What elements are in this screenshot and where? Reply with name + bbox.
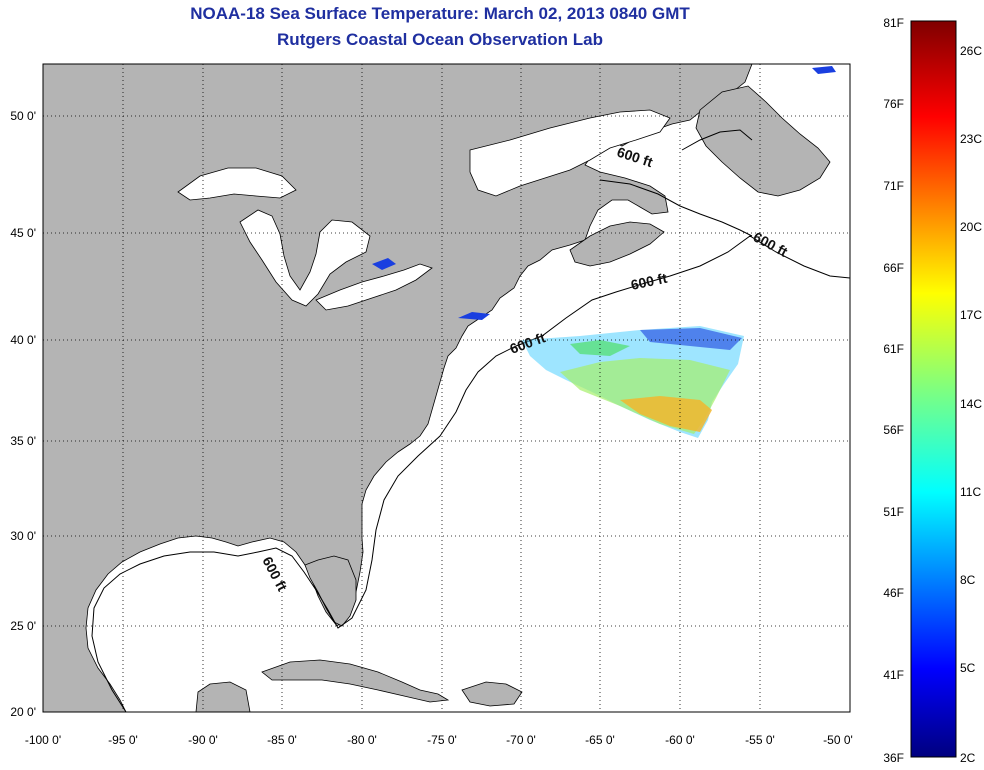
- colorbar-f-label: 81F: [883, 16, 904, 30]
- colorbar-c-labels: 26C 23C 20C 17C 14C 11C 8C 5C 2C: [960, 44, 982, 765]
- lon-tick-label: -95 0': [108, 733, 138, 747]
- lon-tick-label: -60 0': [665, 733, 695, 747]
- map-subtitle: Rutgers Coastal Ocean Observation Lab: [277, 30, 603, 49]
- colorbar-c-label: 23C: [960, 132, 982, 146]
- lat-ticks: 50 0' 45 0' 40 0' 35 0' 30 0' 25 0' 20 0…: [10, 109, 36, 719]
- gulf-st-lawrence: [469, 109, 671, 197]
- colorbar-f-label: 56F: [883, 423, 904, 437]
- lon-tick-label: -50 0': [823, 733, 853, 747]
- colorbar-f-label: 41F: [883, 668, 904, 682]
- lon-ticks: -100 0' -95 0' -90 0' -85 0' -80 0' -75 …: [25, 733, 853, 747]
- lon-tick-label: -80 0': [347, 733, 377, 747]
- colorbar-f-label: 76F: [883, 97, 904, 111]
- lon-tick-label: -65 0': [585, 733, 615, 747]
- colorbar-c-label: 17C: [960, 308, 982, 322]
- land-north-america: [43, 64, 753, 712]
- colorbar-f-label: 51F: [883, 505, 904, 519]
- lat-tick-label: 30 0': [10, 529, 36, 543]
- lake-michigan-huron: [239, 209, 371, 307]
- lon-tick-label: -70 0': [506, 733, 536, 747]
- map-title: NOAA-18 Sea Surface Temperature: March 0…: [190, 4, 690, 23]
- lon-tick-label: -55 0': [745, 733, 775, 747]
- land-hispaniola: [461, 681, 523, 707]
- lat-tick-label: 50 0': [10, 109, 36, 123]
- lat-tick-label: 35 0': [10, 434, 36, 448]
- contour-600ft-north: [599, 129, 753, 237]
- contour-600ft: [91, 235, 850, 712]
- colorbar-c-label: 14C: [960, 397, 982, 411]
- colorbar-f-label: 61F: [883, 342, 904, 356]
- colorbar-f-label: 46F: [883, 586, 904, 600]
- colorbar-c-label: 26C: [960, 44, 982, 58]
- lon-tick-label: -100 0': [25, 733, 61, 747]
- sst-patch-north: [812, 66, 836, 74]
- sst-swath: [522, 326, 744, 438]
- sst-patch-lake: [372, 258, 396, 270]
- lon-tick-label: -85 0': [267, 733, 297, 747]
- lon-tick-label: -75 0': [427, 733, 457, 747]
- land-yucatan: [195, 681, 251, 712]
- plot-frame: [42, 63, 851, 713]
- lon-tick-label: -90 0': [188, 733, 218, 747]
- lake-erie-ontario: [315, 263, 433, 311]
- land-florida: [304, 555, 357, 627]
- colorbar-f-label: 66F: [883, 261, 904, 275]
- sst-patch-nj: [458, 312, 490, 320]
- colorbar-c-label: 8C: [960, 573, 976, 587]
- colorbar: [910, 20, 957, 758]
- colorbar-f-label: 71F: [883, 179, 904, 193]
- land-cuba: [261, 659, 450, 703]
- lat-tick-label: 25 0': [10, 619, 36, 633]
- colorbar-c-label: 20C: [960, 220, 982, 234]
- colorbar-c-label: 11C: [960, 485, 981, 499]
- colorbar-c-label: 2C: [960, 751, 976, 765]
- grid-lines: [43, 64, 850, 712]
- colorbar-f-label: 36F: [883, 751, 904, 765]
- land-nova-scotia: [569, 221, 665, 267]
- lake-superior: [177, 167, 297, 201]
- colorbar-f-labels: 81F 76F 71F 66F 61F 56F 51F 46F 41F 36F: [883, 16, 904, 765]
- lat-tick-label: 20 0': [10, 705, 36, 719]
- lat-tick-label: 45 0': [10, 226, 36, 240]
- lat-tick-label: 40 0': [10, 333, 36, 347]
- colorbar-c-label: 5C: [960, 661, 976, 675]
- contour-label-3: 600 ft: [629, 270, 668, 293]
